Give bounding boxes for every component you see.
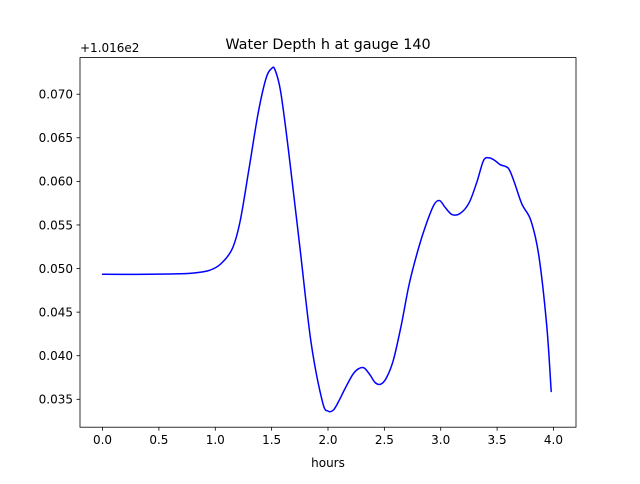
x-tick-label: 2.5 — [375, 433, 394, 447]
x-tick-label: 1.5 — [262, 433, 281, 447]
series-line — [101, 66, 552, 413]
y-offset-label: +1.016e2 — [80, 41, 139, 55]
x-tick-label: 0.0 — [93, 433, 112, 447]
x-tick-label: 4.0 — [544, 433, 563, 447]
x-tick-label: 3.0 — [431, 433, 450, 447]
chart-title: Water Depth h at gauge 140 — [225, 37, 430, 53]
y-tick-label: 0.045 — [39, 305, 73, 319]
y-tick-label: 0.070 — [39, 88, 73, 102]
x-tick-label: 3.5 — [488, 433, 507, 447]
x-axis: 0.0 0.5 1.0 1.5 2.0 2.5 3.0 3.5 4.0 — [93, 427, 563, 447]
y-tick-label: 0.060 — [39, 175, 73, 189]
x-tick-label: 0.5 — [149, 433, 168, 447]
y-tick-label: 0.050 — [39, 262, 73, 276]
y-tick-label: 0.055 — [39, 218, 73, 232]
y-tick-label: 0.040 — [39, 349, 73, 363]
x-tick-label: 2.0 — [318, 433, 337, 447]
series-layer — [101, 66, 552, 413]
x-axis-label: hours — [311, 456, 345, 470]
plot-area — [80, 57, 576, 428]
y-axis: 0.035 0.040 0.045 0.050 0.055 0.060 0.065 0.070 — [39, 88, 80, 407]
x-tick-label: 1.0 — [206, 433, 225, 447]
y-tick-label: 0.065 — [39, 131, 73, 145]
y-tick-label: 0.035 — [39, 393, 73, 407]
